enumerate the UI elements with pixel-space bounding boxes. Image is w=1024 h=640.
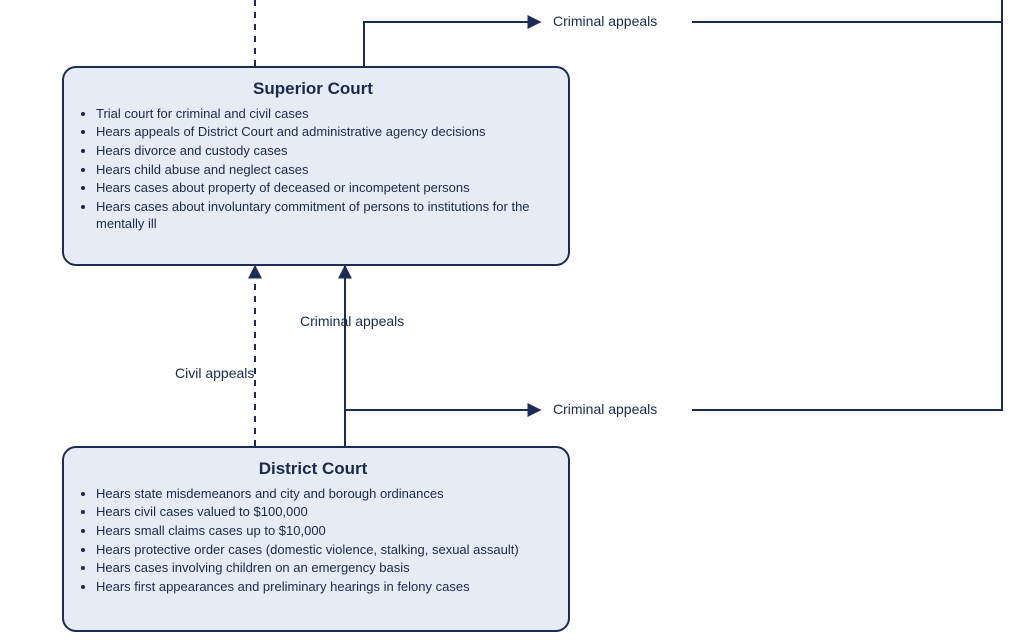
label-criminal-appeals-up: Criminal appeals	[300, 313, 404, 329]
bullet: Hears first appearances and preliminary …	[96, 579, 552, 596]
edge-superior-criminal-appeals-right	[364, 22, 540, 66]
bullet: Hears small claims cases up to $10,000	[96, 523, 552, 540]
bullet: Hears civil cases valued to $100,000	[96, 504, 552, 521]
bullet: Trial court for criminal and civil cases	[96, 106, 552, 123]
label-civil-appeals: Civil appeals	[175, 365, 254, 381]
bullet: Hears state misdemeanors and city and bo…	[96, 486, 552, 503]
bullet: Hears appeals of District Court and admi…	[96, 124, 552, 141]
bullet: Hears cases about involuntary commitment…	[96, 199, 552, 232]
edge-top-right-out	[692, 0, 1002, 22]
bullet: Hears child abuse and neglect cases	[96, 162, 552, 179]
node-bullets-district: Hears state misdemeanors and city and bo…	[74, 486, 552, 596]
edge-dc-criminal-appeals-right-out	[692, 0, 1002, 410]
node-district-court: District Court Hears state misdemeanors …	[62, 446, 570, 632]
bullet: Hears cases about property of deceased o…	[96, 180, 552, 197]
bullet: Hears cases involving children on an eme…	[96, 560, 552, 577]
node-superior-court: Superior Court Trial court for criminal …	[62, 66, 570, 266]
node-title-superior: Superior Court	[74, 78, 552, 100]
bullet: Hears protective order cases (domestic v…	[96, 542, 552, 559]
bullet: Hears divorce and custody cases	[96, 143, 552, 160]
label-criminal-appeals-right: Criminal appeals	[553, 401, 657, 417]
label-top-criminal-appeals: Criminal appeals	[553, 13, 657, 29]
node-title-district: District Court	[74, 458, 552, 480]
node-bullets-superior: Trial court for criminal and civil cases…	[74, 106, 552, 232]
